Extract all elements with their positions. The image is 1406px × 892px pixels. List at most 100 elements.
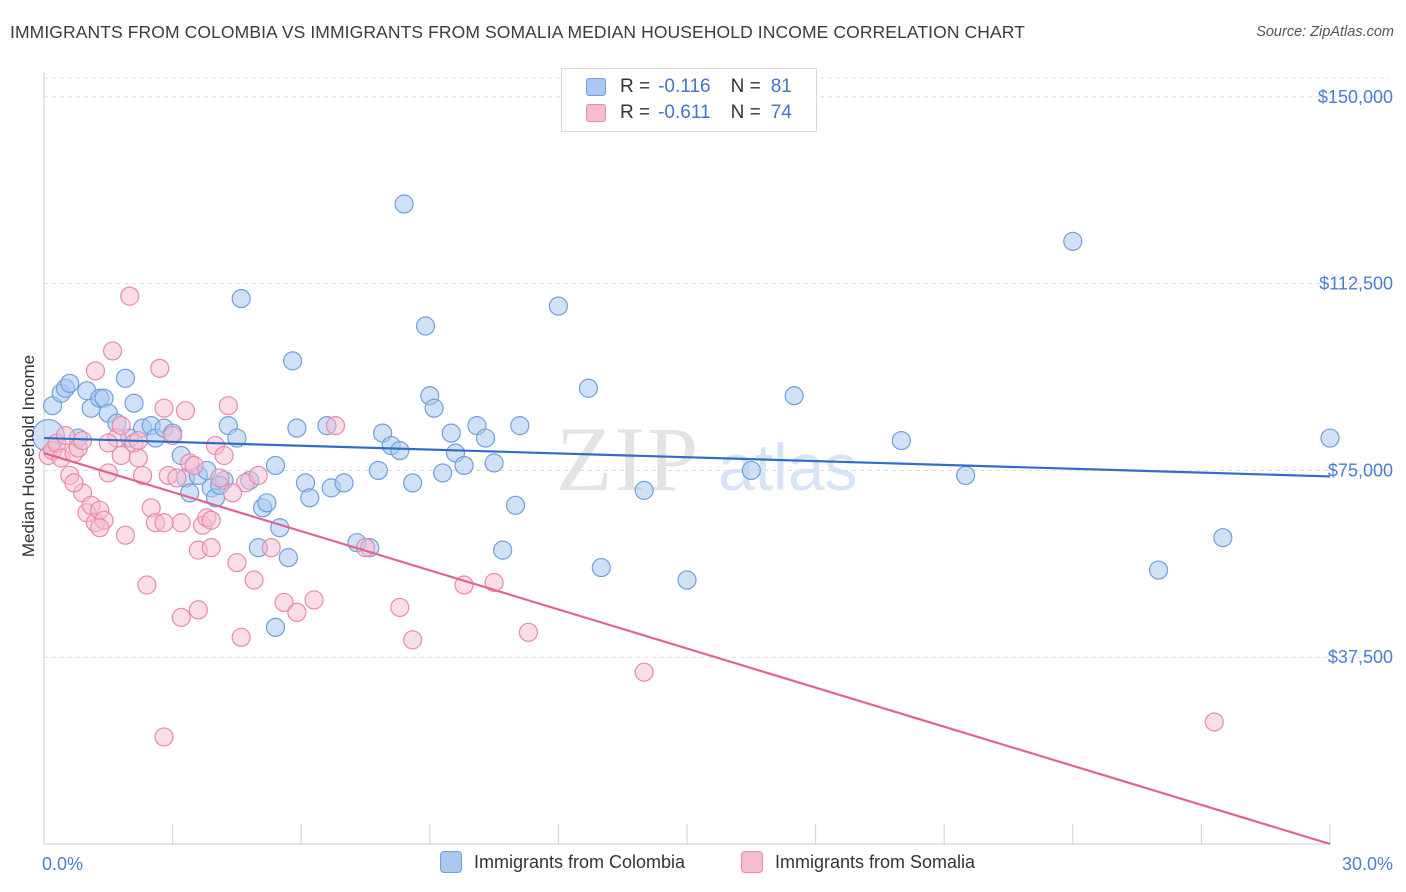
legend: R = -0.116 N = 81 R = -0.611 N = 74 — [561, 68, 817, 132]
somalia-point — [154, 513, 174, 533]
legend-swatch-somalia — [586, 104, 606, 122]
somalia-point — [115, 525, 136, 545]
y-axis-label: Median Household Income — [19, 355, 38, 557]
legend-row-colombia: R = -0.116 N = 81 — [586, 75, 792, 99]
somalia-point — [184, 455, 204, 476]
series-somalia-points — [38, 286, 1224, 747]
y-tick-label: $112,500 — [1319, 274, 1393, 294]
somalia-point — [274, 592, 294, 613]
somalia-point — [171, 607, 191, 627]
legend-swatch-colombia — [586, 78, 606, 96]
chart-title: IMMIGRANTS FROM COLOMBIA VS IMMIGRANTS F… — [10, 22, 1025, 42]
colombia-point — [265, 617, 286, 637]
y-tick-labels: $37,500 $75,000 $112,500 $150,000 — [1318, 87, 1393, 667]
somalia-point — [175, 401, 196, 421]
trend-line-somalia — [43, 451, 1331, 846]
somalia-point — [90, 518, 110, 538]
colombia-point — [403, 473, 423, 493]
legend-r-value: -0.611 — [658, 102, 711, 123]
legend-n-value: 81 — [770, 76, 792, 97]
x-tick-labels: 0.0% 30.0% — [42, 854, 1393, 874]
somalia-point — [64, 473, 84, 493]
colombia-point — [891, 430, 911, 451]
colombia-point — [278, 548, 298, 568]
colombia-point — [548, 296, 569, 316]
y-tick-label: $150,000 — [1318, 87, 1393, 107]
colombia-point — [334, 473, 354, 493]
colombia-point — [484, 453, 504, 473]
legend-n-value: 74 — [770, 102, 792, 123]
somalia-point — [111, 416, 131, 436]
colombia-point — [180, 483, 200, 503]
colombia-point — [677, 570, 697, 590]
somalia-point — [518, 622, 538, 642]
colombia-point — [368, 460, 388, 481]
series-legend-somalia-label: Immigrants from Somalia — [775, 851, 976, 872]
colombia-point — [578, 378, 599, 398]
somalia-point — [325, 416, 346, 436]
somalia-point — [390, 597, 410, 618]
somalia-point — [248, 465, 268, 486]
colombia-point — [741, 460, 761, 481]
somalia-point — [287, 602, 307, 623]
colombia-point — [784, 386, 804, 406]
somalia-point — [188, 600, 208, 620]
somalia-point — [167, 468, 187, 488]
colombia-point — [424, 398, 444, 418]
somalia-point — [102, 341, 123, 361]
colombia-point — [287, 418, 307, 438]
somalia-point — [223, 483, 243, 503]
somalia-point — [214, 445, 234, 466]
colombia-point — [265, 455, 286, 476]
somalia-point — [171, 513, 191, 533]
colombia-point — [300, 488, 320, 508]
watermark-zip: ZIP — [556, 408, 700, 510]
source-label: Source: ZipAtlas.com — [1256, 24, 1394, 40]
series-swatch-colombia — [440, 851, 462, 873]
somalia-point — [201, 510, 221, 530]
legend-r-label: R = — [620, 76, 651, 97]
colombia-point — [415, 316, 436, 336]
colombia-point — [394, 194, 414, 214]
somalia-point — [98, 433, 118, 453]
colombia-point — [1063, 231, 1083, 251]
somalia-point — [261, 538, 281, 558]
colombia-point — [510, 416, 530, 436]
colombia-point — [454, 455, 474, 476]
somalia-point — [163, 425, 183, 446]
colombia-point — [227, 428, 247, 448]
colombia-point — [433, 463, 453, 483]
somalia-point — [231, 627, 251, 647]
series-legend: Immigrants from Colombia Immigrants from… — [0, 851, 1406, 879]
somalia-point — [218, 396, 238, 416]
colombia-point — [493, 540, 513, 560]
colombia-point — [390, 440, 410, 461]
colombia-point — [115, 368, 136, 388]
legend-n-label: N = — [730, 76, 761, 97]
somalia-point — [201, 538, 221, 558]
x-tick-label-min: 0.0% — [42, 854, 83, 874]
legend-r-label: R = — [620, 102, 651, 123]
colombia-point — [1320, 428, 1340, 448]
watermark: ZIP atlas — [556, 408, 857, 510]
somalia-point — [227, 552, 247, 573]
x-tick-label-max: 30.0% — [1342, 854, 1393, 874]
colombia-point — [124, 393, 144, 413]
somalia-point — [154, 727, 174, 747]
somalia-point — [403, 630, 423, 650]
colombia-point — [60, 373, 80, 393]
colombia-point — [1148, 560, 1169, 580]
y-tick-label: $37,500 — [1328, 647, 1393, 667]
somalia-point — [355, 538, 376, 558]
somalia-point — [85, 361, 106, 381]
trend-lines — [43, 436, 1331, 846]
somalia-point — [128, 448, 148, 468]
somalia-point — [137, 575, 157, 595]
watermark-atlas: atlas — [718, 430, 857, 504]
somalia-point — [304, 590, 324, 610]
somalia-point — [154, 398, 174, 418]
colombia-point — [1213, 528, 1233, 548]
somalia-point — [72, 430, 93, 451]
colombia-point — [283, 351, 303, 371]
